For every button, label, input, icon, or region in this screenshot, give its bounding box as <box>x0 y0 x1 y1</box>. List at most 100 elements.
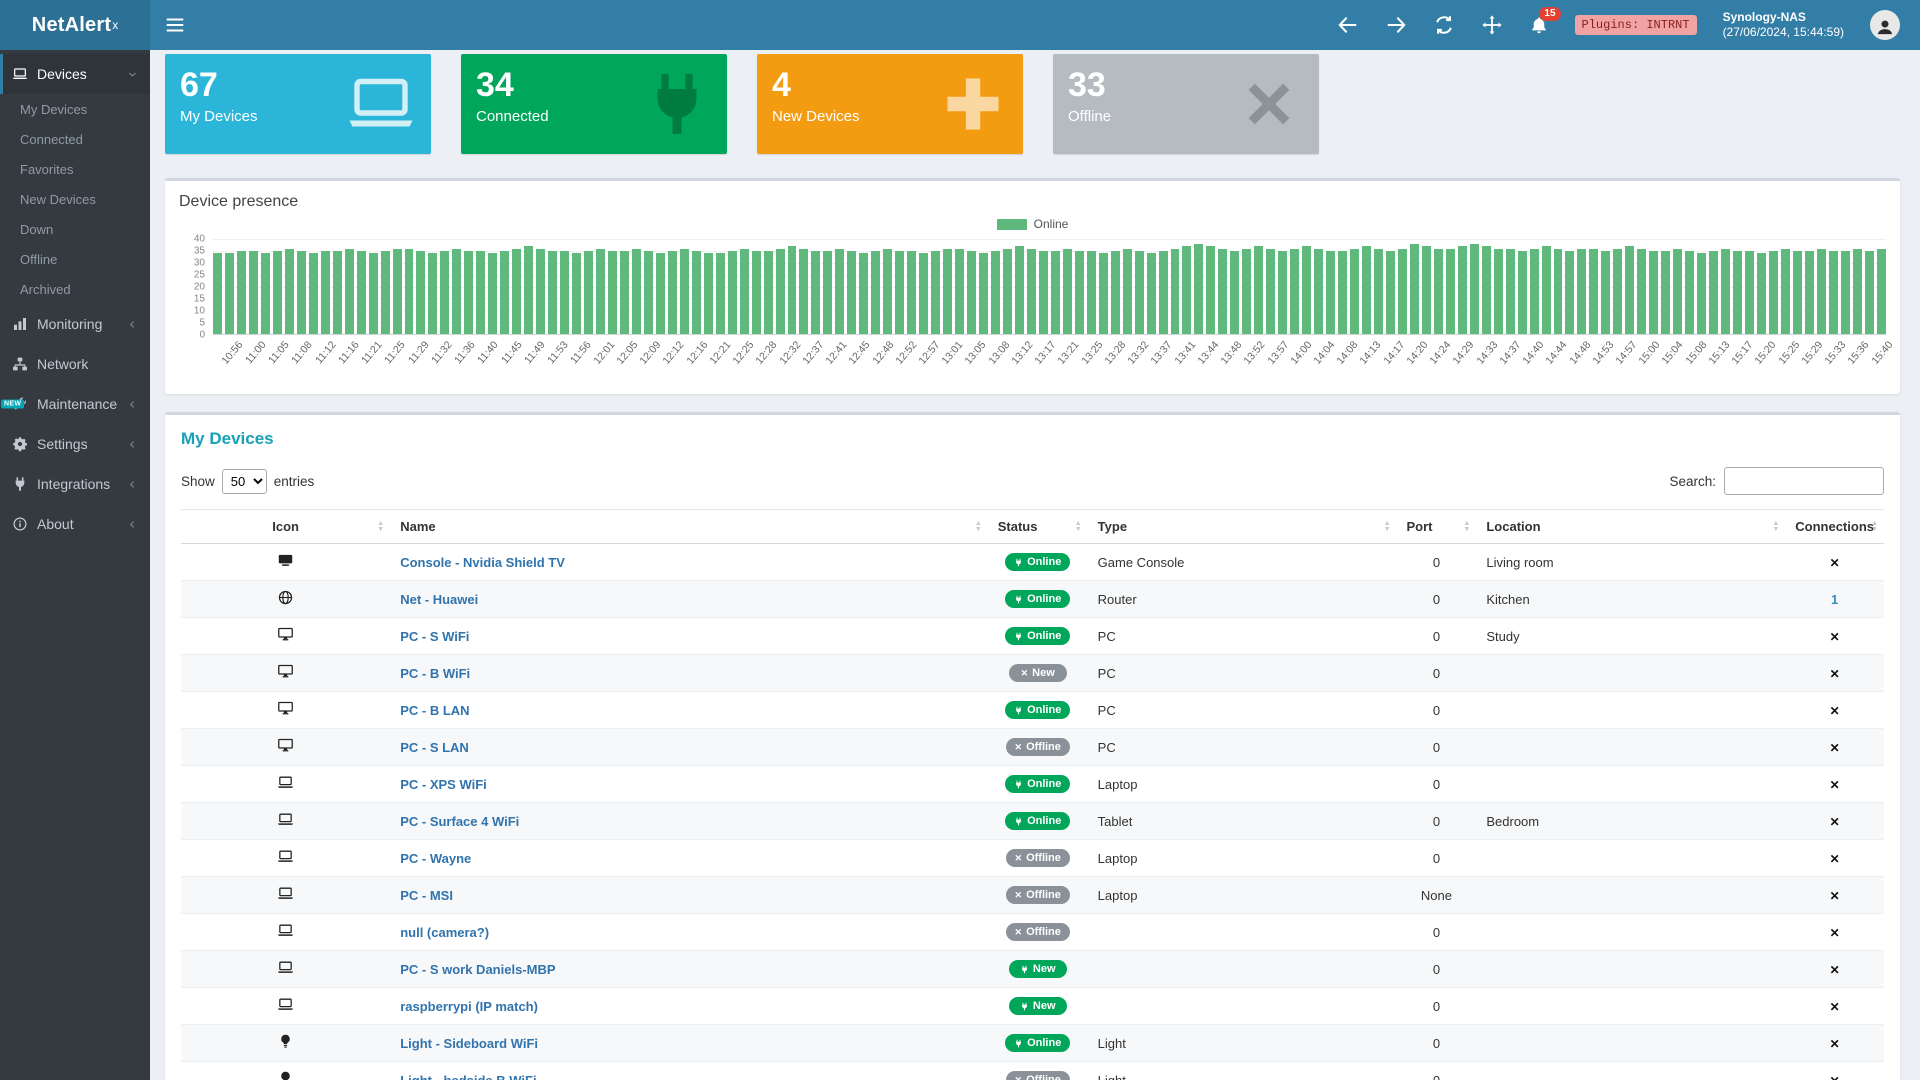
sidebar-toggle-button[interactable] <box>164 14 186 36</box>
device-link[interactable]: Net - Huawei <box>400 591 479 607</box>
no-connections-icon: ✕ <box>1829 555 1840 570</box>
search-input[interactable] <box>1724 467 1884 495</box>
column-header-port[interactable]: Port ▲ ▼ <box>1396 509 1477 544</box>
device-type: PC <box>1087 691 1397 729</box>
device-link[interactable]: Light - bedside B WiFi <box>400 1072 537 1080</box>
sidebar-subitem-archived[interactable]: Archived <box>20 281 71 297</box>
info-box-my-devices[interactable]: 67 My Devices <box>165 54 431 154</box>
chart-bar <box>1350 248 1359 334</box>
sort-icon[interactable]: ▲ ▼ <box>1871 519 1878 533</box>
column-header-type[interactable]: Type ▲ ▼ <box>1087 509 1397 544</box>
chart-bar <box>1290 248 1300 334</box>
sidebar-item-network[interactable]: Network <box>0 344 150 384</box>
sidebar-subitem-connected[interactable]: Connected <box>20 131 83 147</box>
laptop-icon <box>277 885 294 902</box>
devices-table: Icon ▲ ▼ Name ▲ ▼ Status ▲ ▼ Type ▲ ▼ Port ▲ ▼ Location… <box>181 509 1884 1080</box>
refresh-button[interactable] <box>1433 14 1455 36</box>
gridline <box>213 286 1886 288</box>
chart-bar <box>308 253 318 334</box>
gridline <box>213 250 1886 252</box>
x-axis-tick: 13:41 <box>1166 335 1198 385</box>
column-header-icon[interactable]: Icon ▲ ▼ <box>181 509 391 544</box>
sort-icon[interactable]: ▲ ▼ <box>1074 519 1082 533</box>
column-header-name[interactable]: Name ▲ ▼ <box>390 509 988 544</box>
sidebar-subitem-favorites[interactable]: Favorites <box>20 161 74 177</box>
sort-icon[interactable]: ▲ ▼ <box>1383 519 1391 533</box>
device-link[interactable]: Console - Nvidia Shield TV <box>400 554 565 570</box>
info-box-new-devices[interactable]: 4 New Devices <box>757 54 1023 154</box>
legend-label: Online <box>1033 217 1069 231</box>
chart-bar <box>572 253 582 334</box>
chart-bar <box>548 250 558 334</box>
chart-bar <box>1158 250 1168 334</box>
sort-icon[interactable]: ▲ ▼ <box>377 519 385 533</box>
chart-bar <box>1541 246 1551 334</box>
sort-icon[interactable]: ▲ ▼ <box>974 519 982 533</box>
device-link[interactable]: PC - S WiFi <box>400 628 470 644</box>
sidebar-item-settings[interactable]: Settings <box>0 424 150 464</box>
connections-link[interactable]: 1 <box>1831 591 1839 607</box>
laptop-icon <box>277 996 294 1013</box>
sort-icon[interactable]: ▲ ▼ <box>1463 519 1471 533</box>
device-link[interactable]: null (camera?) <box>400 924 490 940</box>
plugins-status-badge[interactable]: Plugins: INTRNT <box>1574 15 1697 35</box>
sidebar-item-label: Monitoring <box>37 316 103 332</box>
chart-bar <box>1852 248 1862 334</box>
device-link[interactable]: Light - Sideboard WiFi <box>400 1035 539 1051</box>
no-connections-icon: ✕ <box>1829 888 1840 903</box>
column-header-connections[interactable]: Connections ▲ ▼ <box>1785 509 1884 544</box>
x-axis-tick: 12:32 <box>771 335 803 385</box>
info-box-label: Connected <box>476 108 549 125</box>
gridline <box>213 310 1886 312</box>
sidebar-subitem-new-devices[interactable]: New Devices <box>20 191 96 207</box>
no-connections-icon: ✕ <box>1829 777 1840 792</box>
status-badge: Online <box>1005 627 1071 645</box>
sidebar-subitem-down[interactable]: Down <box>20 221 54 237</box>
column-header-location[interactable]: Location ▲ ▼ <box>1476 509 1786 544</box>
sidebar-item-integrations[interactable]: Integrations <box>0 464 150 504</box>
device-link[interactable]: PC - XPS WiFi <box>400 776 487 792</box>
sort-icon[interactable]: ▲ ▼ <box>1772 519 1780 533</box>
sidebar-subitem-offline[interactable]: Offline <box>20 251 58 267</box>
notifications-button[interactable]: 15 <box>1529 7 1561 35</box>
entries-label: entries <box>273 473 315 489</box>
chart-bar <box>1613 248 1623 334</box>
device-link[interactable]: PC - Surface 4 WiFi <box>400 813 520 829</box>
info-box-offline[interactable]: 33 Offline <box>1053 54 1319 154</box>
sidebar-item-devices[interactable]: Devices <box>0 54 150 94</box>
gridline <box>213 298 1886 300</box>
table-row: PC - S LAN ✕ Offline PC 0 ✕ <box>181 728 1884 766</box>
chart-legend[interactable]: Online <box>179 213 1886 235</box>
info-box-connected[interactable]: 34 Connected <box>461 54 727 154</box>
chart-bar <box>607 250 617 334</box>
device-link[interactable]: PC - B LAN <box>400 702 470 718</box>
chart-bar <box>1206 246 1216 334</box>
back-button[interactable] <box>1337 14 1359 36</box>
chart-bar <box>1517 250 1527 334</box>
device-link[interactable]: PC - MSI <box>400 887 453 903</box>
app-logo[interactable]: NetAlert x <box>0 0 150 50</box>
device-presence-card: Device presence Online 40 35 30 25 20 15 10 5 0 … <box>165 178 1900 394</box>
column-header-status[interactable]: Status ▲ ▼ <box>987 509 1088 544</box>
device-port: 0 <box>1396 543 1477 581</box>
sidebar-item-monitoring[interactable]: Monitoring <box>0 304 150 344</box>
status-label: Offline <box>1026 741 1061 754</box>
device-link[interactable]: raspberrypi (IP match) <box>400 998 538 1014</box>
x-axis-tick: 13:21 <box>1049 335 1082 385</box>
status-label: Online <box>1027 1037 1062 1049</box>
sidebar-item-maintenance[interactable]: NEW Maintenance <box>0 384 150 424</box>
move-button[interactable] <box>1481 14 1503 36</box>
page-size-select[interactable]: 50 <box>221 468 267 494</box>
status-label: Online <box>1027 630 1062 642</box>
device-link[interactable]: PC - B WiFi <box>400 665 471 681</box>
device-link[interactable]: PC - S work Daniels-MBP <box>400 961 556 977</box>
sidebar-item-label: Devices <box>37 66 87 82</box>
forward-button[interactable] <box>1385 14 1407 36</box>
chart-bar <box>464 250 474 334</box>
sidebar-item-about[interactable]: About <box>0 504 150 544</box>
sidebar-item-label: Network <box>37 356 89 372</box>
sidebar-subitem-my-devices[interactable]: My Devices <box>20 101 88 117</box>
device-link[interactable]: PC - S LAN <box>400 739 469 755</box>
avatar[interactable] <box>1870 10 1900 40</box>
device-link[interactable]: PC - Wayne <box>400 850 472 866</box>
